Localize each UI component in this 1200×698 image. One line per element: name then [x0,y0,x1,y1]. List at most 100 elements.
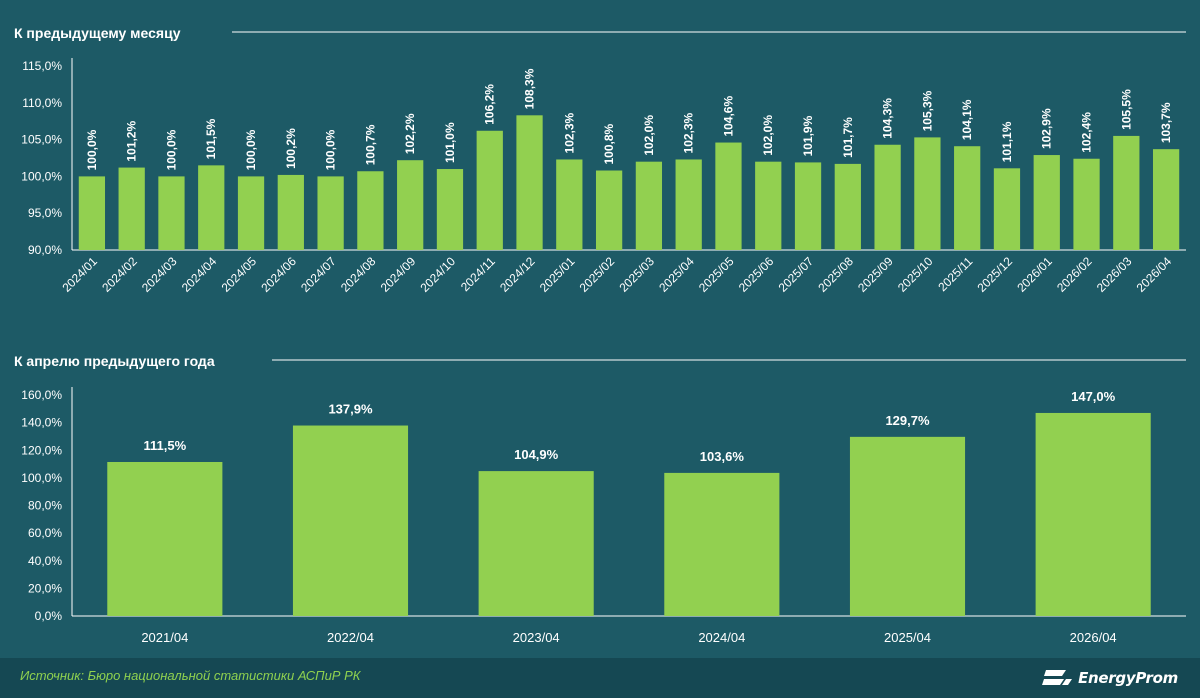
data-label: 105,3% [920,90,934,131]
bar [849,436,966,616]
x-tick-label: 2025/12 [975,254,1016,295]
data-label: 101,7% [841,117,855,158]
data-label: 104,1% [960,99,974,140]
data-label: 101,2% [125,121,139,162]
bar [993,168,1021,250]
data-label: 104,3% [881,98,895,139]
y-tick-label: 100,0% [21,169,62,183]
source-note: Источник: Бюро национальной статистики А… [20,668,361,683]
chart-title: К предыдущему месяцу [14,25,181,41]
x-tick-label: 2025/04 [884,630,931,645]
bar [292,425,409,616]
brand-logo: EnergyProm [1042,664,1178,692]
bar [478,471,594,616]
x-tick-label: 2025/07 [776,254,817,295]
x-tick-label: 2026/04 [1134,254,1175,295]
x-tick-label: 2024/06 [258,254,299,295]
bar [1152,149,1180,250]
bar [78,176,106,250]
y-tick-label: 60,0% [28,526,62,540]
bar [357,171,384,250]
y-tick-label: 120,0% [21,443,62,457]
y-tick-label: 0,0% [35,609,63,623]
data-label: 102,3% [562,112,576,153]
data-label: 102,2% [403,113,417,154]
x-tick-label: 2024/05 [219,254,260,295]
data-label: 103,6% [700,449,745,464]
data-label: 101,9% [801,115,815,156]
x-tick-label: 2025/05 [696,254,737,295]
bar [436,169,464,250]
x-tick-label: 2025/03 [616,254,657,295]
x-tick-label: 2026/03 [1094,254,1135,295]
bar [1033,155,1060,250]
x-tick-label: 2024/12 [497,254,538,295]
data-label: 137,9% [328,402,373,417]
data-label: 102,3% [682,112,696,153]
x-tick-label: 2024/08 [338,254,379,295]
data-label: 100,0% [324,129,338,170]
y-tick-label: 40,0% [28,554,62,568]
y-tick-label: 80,0% [28,499,62,513]
data-label: 101,5% [204,118,218,159]
footer: Источник: Бюро национальной статистики А… [0,658,1200,698]
data-label: 102,4% [1080,112,1094,153]
x-tick-label: 2024/02 [99,254,140,295]
data-label: 104,9% [514,447,559,462]
x-tick-label: 2025/02 [577,254,618,295]
x-tick-label: 2025/04 [656,254,697,295]
bar [954,146,981,250]
bar [1035,412,1151,616]
x-tick-label: 2021/04 [141,630,188,645]
bar [834,163,861,250]
x-tick-label: 2024/04 [179,254,220,295]
bar [1113,135,1140,250]
charts-canvas: К предыдущему месяцу 90,0% 95,0% 100,0% 105,… [14,25,1186,645]
data-label: 106,2% [483,84,497,125]
x-tick-label: 2024/04 [698,630,745,645]
x-tick-label: 2025/01 [537,254,578,295]
x-tick-label: 2024/03 [139,254,180,295]
bar [874,144,901,250]
x-tick-label: 2026/01 [1014,254,1055,295]
y-tick-label: 100,0% [21,471,62,485]
data-label: 101,0% [443,122,457,163]
x-tick-label: 2022/04 [327,630,374,645]
bar [118,167,145,250]
brand-name: EnergyProm [1078,669,1178,687]
data-label: 100,0% [244,129,258,170]
energyprom-logo-icon [1042,670,1073,685]
data-label: 104,6% [721,96,735,137]
y-tick-label: 95,0% [28,206,62,220]
data-label: 129,7% [885,413,930,428]
x-tick-label: 2025/09 [855,254,896,295]
x-tick-label: 2024/11 [458,254,498,294]
data-label: 100,0% [164,129,178,170]
bar [277,174,304,250]
x-tick-label: 2025/06 [736,254,777,295]
bar [595,170,623,250]
bar [158,176,185,250]
bar [516,115,543,250]
y-tick-label: 160,0% [21,388,62,402]
data-label: 102,0% [761,115,775,156]
bar [556,159,583,250]
y-tick-label: 20,0% [28,581,62,595]
bar [675,159,702,250]
y-tick-label: 90,0% [28,243,62,257]
bar [476,130,503,250]
data-label: 100,7% [363,124,377,165]
data-label: 102,9% [1040,108,1054,149]
data-label: 101,1% [1000,121,1014,162]
x-tick-label: 2024/01 [59,254,100,295]
y-tick-label: 105,0% [21,133,62,147]
data-label: 100,2% [284,128,298,169]
bar [794,162,822,250]
x-tick-label: 2025/08 [815,254,856,295]
data-label: 147,0% [1071,389,1116,404]
data-label: 111,5% [144,438,187,453]
x-tick-label: 2025/10 [895,254,936,295]
x-tick-label: 2026/04 [1070,630,1117,645]
chart-title: К апрелю предыдущего года [14,353,215,369]
bar [237,176,265,250]
